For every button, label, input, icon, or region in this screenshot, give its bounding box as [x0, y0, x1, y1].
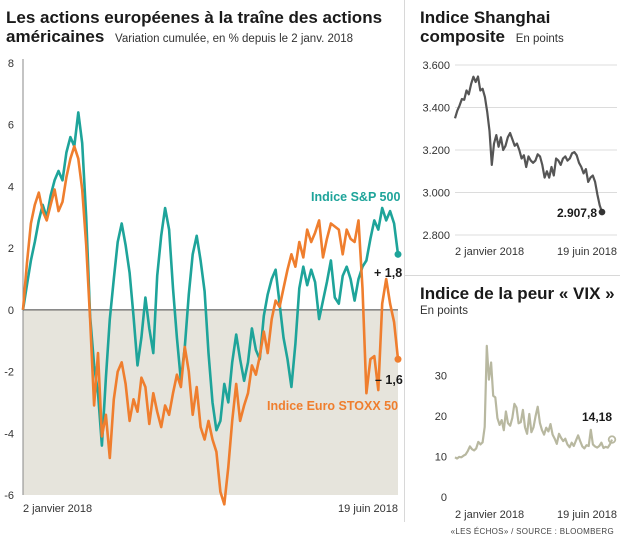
x-tick-label: 2 janvier 2018 [455, 246, 524, 258]
shanghai-end-point [598, 208, 606, 216]
sp500-end-point [394, 250, 402, 258]
y-tick-label: 30 [435, 371, 447, 383]
shanghai-title-line1: Indice Shanghai [420, 8, 551, 27]
main-title-line2: américaines [6, 27, 105, 46]
y-tick-label: 10 [435, 452, 447, 464]
y-tick-label: 8 [8, 58, 14, 70]
panel-separator-horizontal [404, 275, 620, 276]
sp500-series-label: Indice S&P 500 [311, 190, 400, 204]
stoxx50-series-label: Indice Euro STOXX 50 [267, 399, 398, 413]
y-tick-label: -4 [4, 428, 14, 440]
y-tick-label: -6 [4, 490, 14, 502]
sp500-line [21, 111, 400, 447]
vix-end-point [607, 435, 617, 444]
x-tick-label: 19 juin 2018 [557, 509, 617, 521]
stoxx50-end-label: – 1,6 [375, 373, 403, 387]
y-tick-label: 2 [8, 243, 14, 255]
vix-title-text: Indice de la peur « VIX » [420, 284, 615, 303]
panel-separator-vertical [404, 0, 405, 522]
y-tick-label: 4 [8, 181, 14, 193]
vix-title: Indice de la peur « VIX » [420, 284, 620, 303]
vix-subtitle: En points [420, 305, 468, 317]
stoxx50-line [21, 145, 400, 506]
x-tick-label: 2 janvier 2018 [23, 503, 92, 515]
vix-line [454, 344, 614, 460]
y-tick-label: 20 [435, 411, 447, 423]
y-tick-label: 3.200 [422, 145, 450, 157]
source-footer: «LES ÉCHOS» / SOURCE : BLOOMBERG [450, 527, 614, 536]
shanghai-line [453, 75, 604, 213]
negative-zone-band [23, 309, 398, 495]
y-tick-label: 3.400 [422, 103, 450, 115]
y-tick-label: 2.800 [422, 230, 450, 242]
y-tick-label: -2 [4, 367, 14, 379]
main-chart-subtitle: Variation cumulée, en % depuis le 2 janv… [115, 33, 354, 45]
y-tick-label: 3.600 [422, 60, 450, 72]
y-tick-label: 0 [441, 492, 447, 504]
stoxx50-end-point [394, 355, 402, 363]
x-tick-label: 19 juin 2018 [338, 503, 398, 515]
shanghai-end-label: 2.907,8 [557, 206, 597, 220]
y-tick-label: 3.000 [422, 188, 450, 200]
x-tick-label: 19 juin 2018 [557, 246, 617, 258]
main-chart-title: Les actions européenes à la traîne des a… [6, 8, 401, 49]
shanghai-title-line2: composite [420, 27, 506, 46]
y-tick-label: 6 [8, 120, 14, 132]
x-tick-label: 2 janvier 2018 [455, 509, 524, 521]
shanghai-subtitle: En points [515, 33, 564, 45]
shanghai-title: Indice Shanghai composite En points [420, 8, 620, 49]
sp500-end-label: + 1,8 [374, 266, 402, 280]
vix-end-label: 14,18 [582, 410, 612, 424]
y-tick-label: 0 [8, 305, 14, 317]
main-title-line1: Les actions européenes à la traîne des a… [6, 8, 383, 27]
